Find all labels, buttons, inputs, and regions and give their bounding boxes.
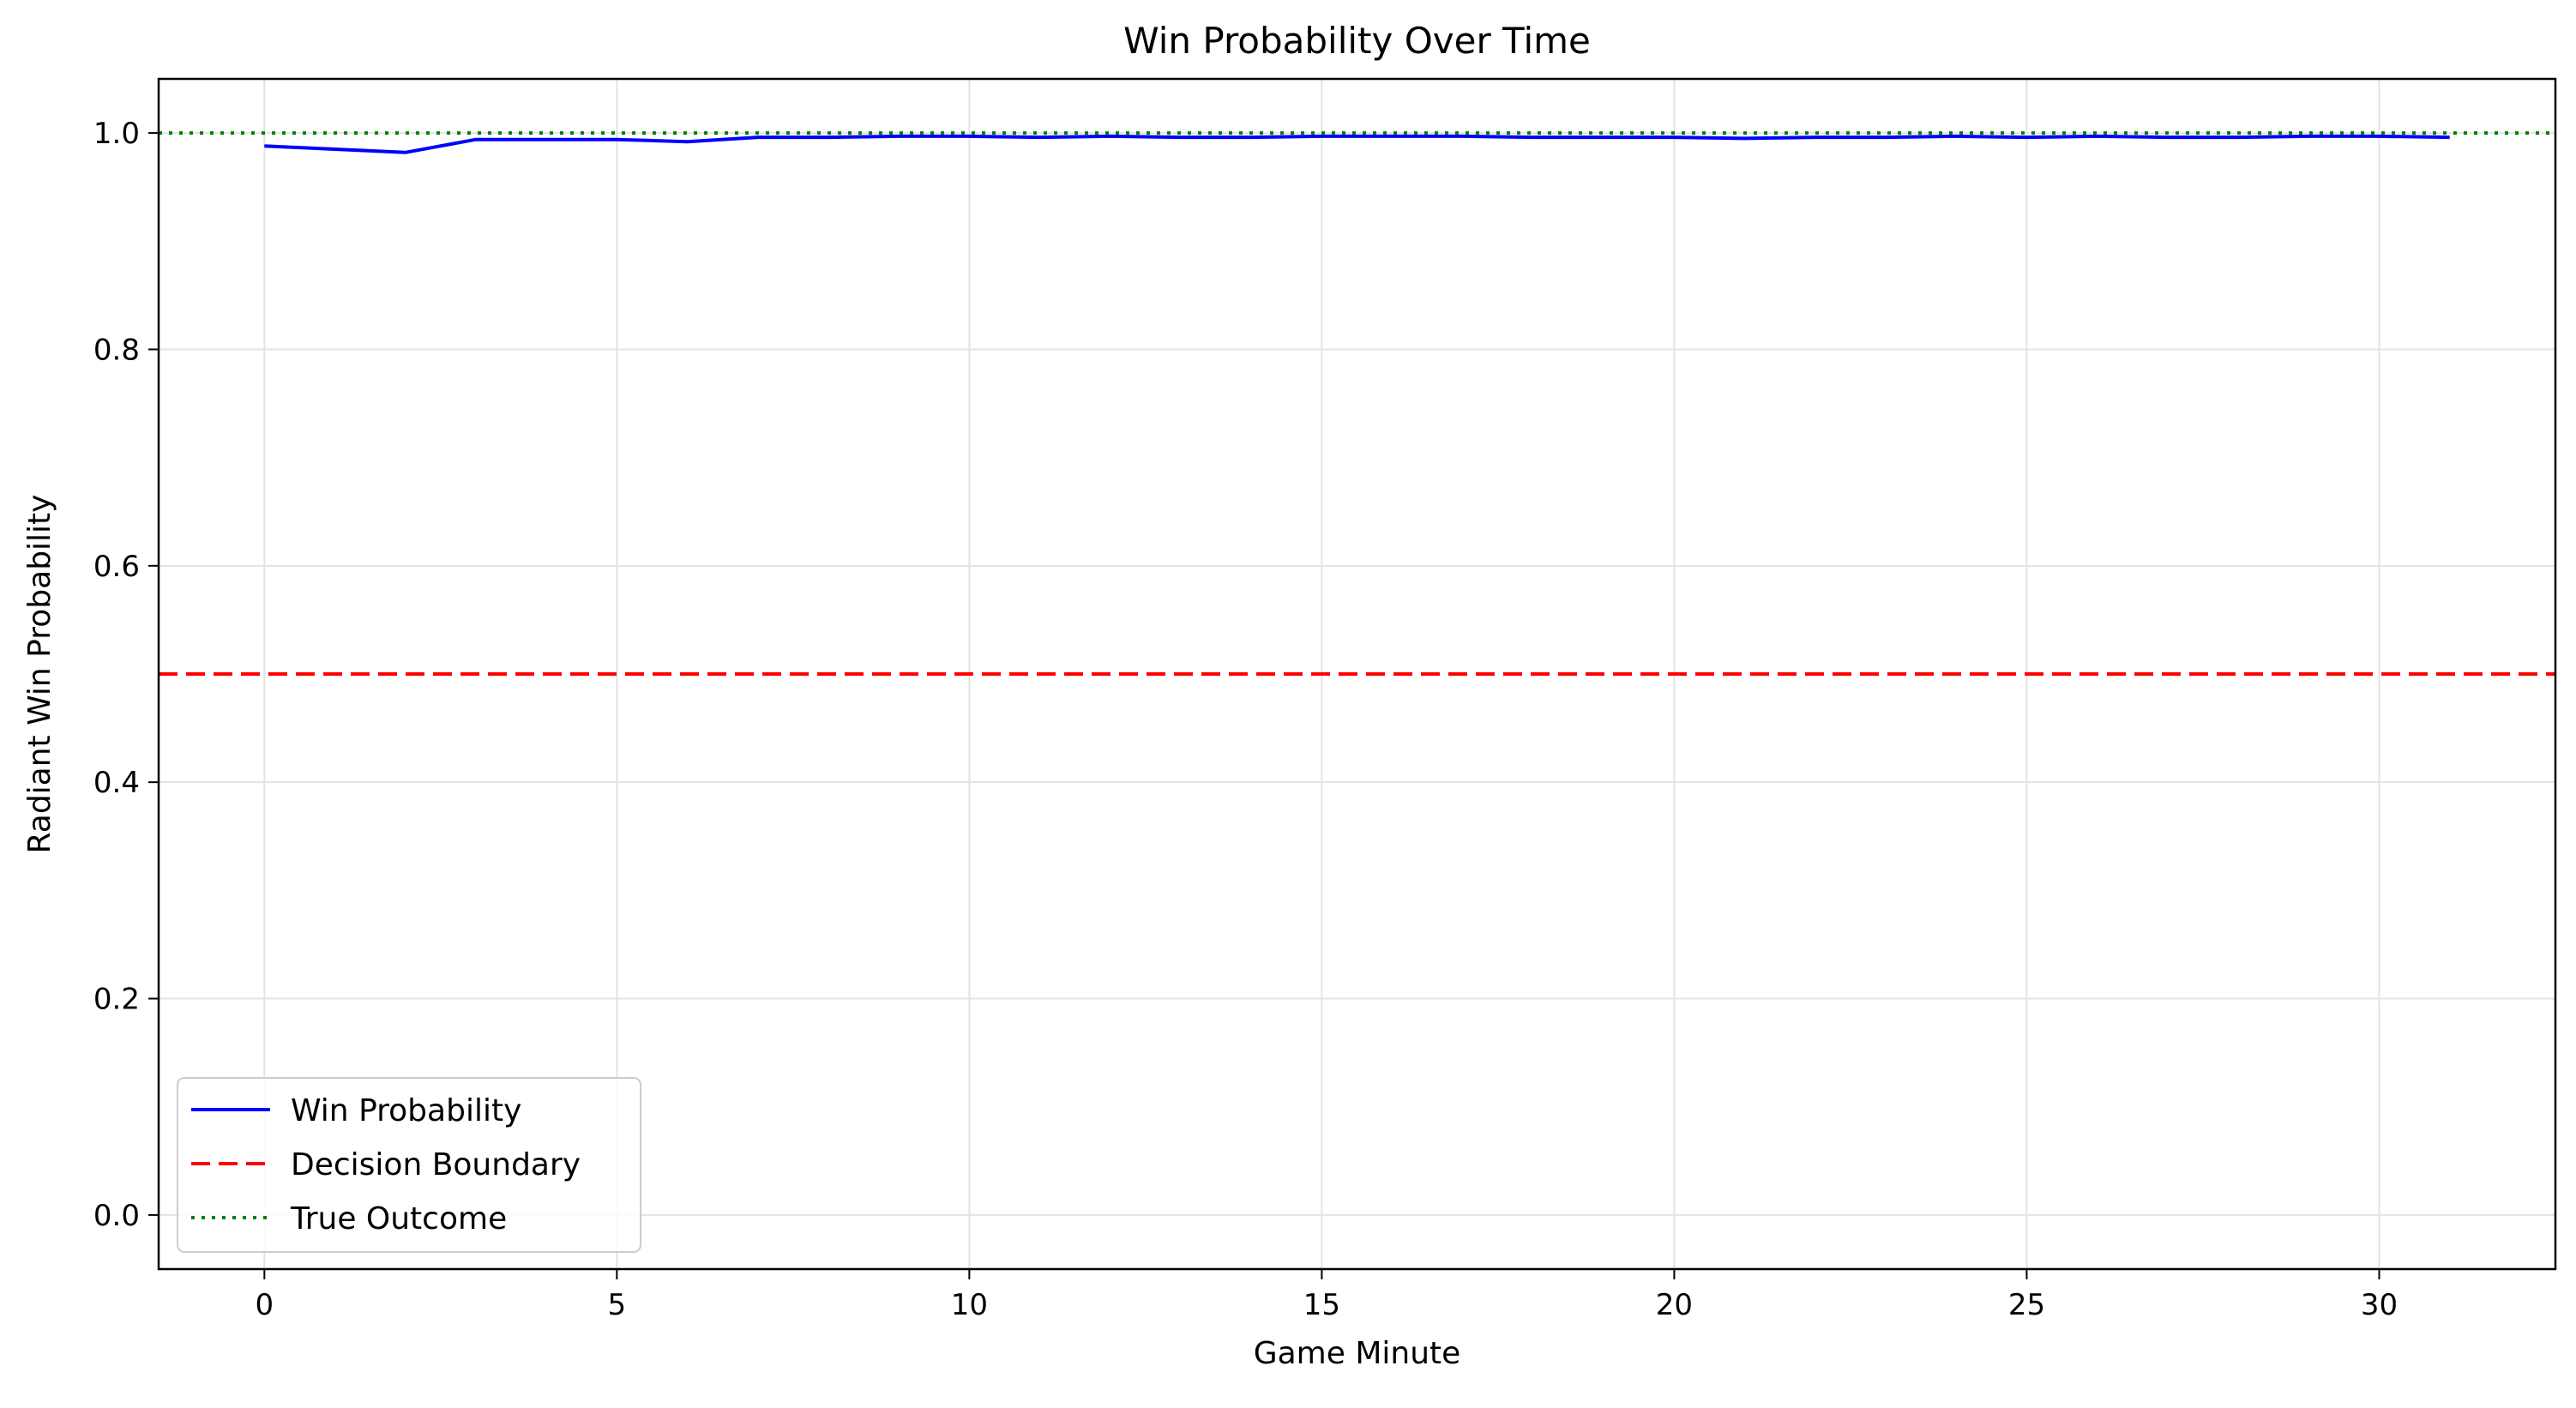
y-tick-label: 0.4 [93,766,140,800]
y-tick-label: 0.6 [93,550,140,584]
plot-frame [157,77,2557,1271]
x-tick-label: 25 [2008,1288,2045,1322]
y-tick-label: 0.0 [93,1199,140,1233]
legend-entry-label: True Outcome [290,1201,507,1237]
x-tick-label: 20 [1656,1288,1693,1322]
x-tick-label: 30 [2361,1288,2398,1322]
y-axis-label: Radiant Win Probability [22,495,57,854]
x-axis-label: Game Minute [1254,1336,1461,1371]
series-layer [159,131,2555,676]
x-tick-label: 15 [1303,1288,1340,1322]
x-tick-label: 5 [608,1288,627,1322]
series-line-win-probability [264,134,2450,154]
x-tick-label: 10 [951,1288,988,1322]
y-tick-label: 0.2 [93,983,140,1017]
legend-box [177,1077,641,1253]
legend-entry-label: Win Probability [291,1093,521,1128]
chart-title: Win Probability Over Time [1123,20,1591,62]
y-tick-label: 1.0 [93,117,140,151]
legend-entry-label: Decision Boundary [291,1147,581,1182]
y-tick-label: 0.8 [93,333,140,367]
legend: Win Probability Decision Boundary True Out… [177,1077,641,1253]
x-tick-label: 0 [255,1288,274,1322]
ticks: 0 5 10 15 20 25 30 0.0 0.2 0.4 0.6 0.8 1.0 [93,117,2398,1322]
